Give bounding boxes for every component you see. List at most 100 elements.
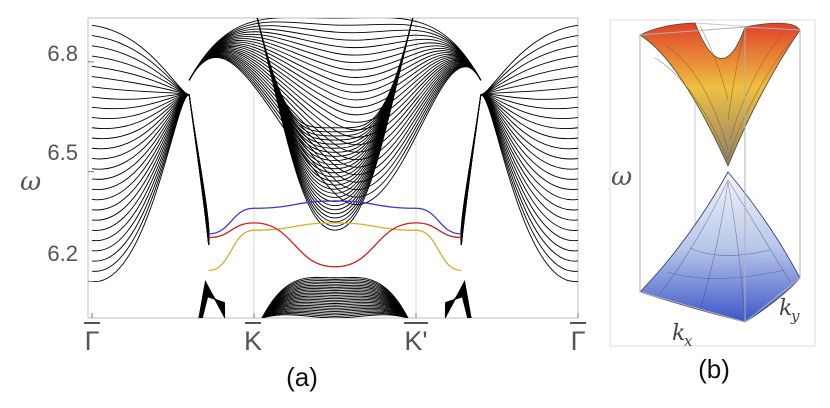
band-line (261, 281, 409, 318)
band-line (188, 39, 482, 81)
band-line (188, 51, 482, 146)
band-line (261, 300, 409, 318)
ky-label: k (779, 296, 792, 321)
band-line (188, 48, 482, 123)
band-line (256, 18, 414, 231)
band-line (201, 296, 225, 318)
kx-subscript: x (684, 332, 693, 350)
bulk-bands (91, 18, 578, 318)
edge-states (208, 200, 462, 272)
band-line (261, 295, 409, 318)
band-line (188, 50, 482, 138)
band-line (261, 280, 409, 318)
band-line (188, 56, 482, 198)
band-line (188, 46, 482, 108)
band-line (261, 297, 409, 318)
band-line (188, 56, 482, 205)
band-line (261, 309, 409, 318)
band-line (188, 44, 482, 101)
band-line (188, 18, 482, 81)
band-line (460, 94, 482, 245)
edge-state-line-0 (208, 200, 462, 235)
plot-frame (87, 17, 579, 319)
band-line (188, 52, 482, 153)
band-line (188, 53, 482, 161)
k-label-gamma-right: Γ (571, 326, 586, 356)
band-line (261, 303, 409, 318)
k-label-gamma-left: Γ (85, 326, 100, 356)
band-line (188, 38, 482, 81)
cone-omega-label: ω (611, 162, 632, 192)
band-line (445, 296, 469, 318)
band-line (261, 311, 409, 318)
band-line (188, 31, 482, 81)
band-line (188, 43, 482, 93)
panel-a: ω 6.8 6.5 6.2 Γ K K' Γ (a) (20, 17, 586, 392)
band-line (91, 94, 190, 150)
band-line (188, 33, 482, 81)
band-line (91, 94, 190, 130)
band-line (480, 24, 578, 96)
band-line (261, 294, 409, 318)
k-label-k-prime: K' (404, 326, 427, 356)
band-line (261, 289, 409, 318)
band-line (261, 314, 409, 318)
lower-cone-mesh (659, 179, 791, 323)
band-line (261, 286, 409, 318)
band-line (480, 94, 578, 130)
kx-label: k (672, 321, 685, 346)
bounding-box-front (639, 26, 801, 323)
band-line (261, 307, 409, 318)
edge-state-line-2 (208, 222, 462, 268)
band-line (261, 284, 409, 318)
lower-dirac-cone (639, 171, 801, 323)
band-line (261, 291, 409, 318)
y-tick-label-6.2: 6.2 (47, 241, 78, 266)
upper-cone-mesh (654, 25, 791, 161)
band-line (188, 21, 482, 81)
band-line (261, 287, 409, 318)
band-line (188, 55, 482, 183)
band-line (261, 292, 409, 318)
band-line (480, 94, 578, 150)
panel-a-caption: (a) (286, 362, 318, 392)
band-line (188, 41, 482, 86)
y-tick-label-6.5: 6.5 (47, 140, 78, 165)
band-line (261, 301, 409, 318)
band-line (261, 313, 409, 318)
band-line (261, 283, 409, 318)
band-line (261, 276, 409, 318)
upper-dirac-cone (639, 22, 801, 168)
band-line (480, 94, 578, 160)
ky-subscript: y (790, 307, 800, 325)
band-line (188, 25, 482, 81)
band-line (188, 49, 482, 131)
panel-b-frame (609, 19, 816, 347)
band-line (188, 53, 482, 168)
band-line (188, 54, 482, 176)
k-label-k: K (244, 326, 262, 356)
band-line (188, 36, 482, 81)
band-line (261, 298, 409, 318)
band-line (188, 55, 482, 190)
band-line (188, 94, 210, 245)
band-line (91, 94, 190, 140)
band-line (91, 24, 190, 96)
panel-b: ω k x k y (b) (609, 19, 816, 384)
band-line (261, 304, 409, 318)
band-line (480, 94, 578, 140)
y-axis-label: ω (20, 167, 41, 197)
edge-state-line-1 (208, 222, 462, 272)
band-line (261, 306, 409, 318)
y-tick-label-6.8: 6.8 (47, 41, 78, 66)
band-line (188, 47, 482, 116)
band-line (91, 94, 190, 160)
band-line (480, 94, 578, 170)
band-line (91, 94, 190, 170)
band-line (261, 278, 409, 318)
band-line (261, 310, 409, 318)
band-line (188, 28, 482, 81)
k-tick-marks (91, 313, 579, 318)
y-ticks (88, 61, 94, 282)
